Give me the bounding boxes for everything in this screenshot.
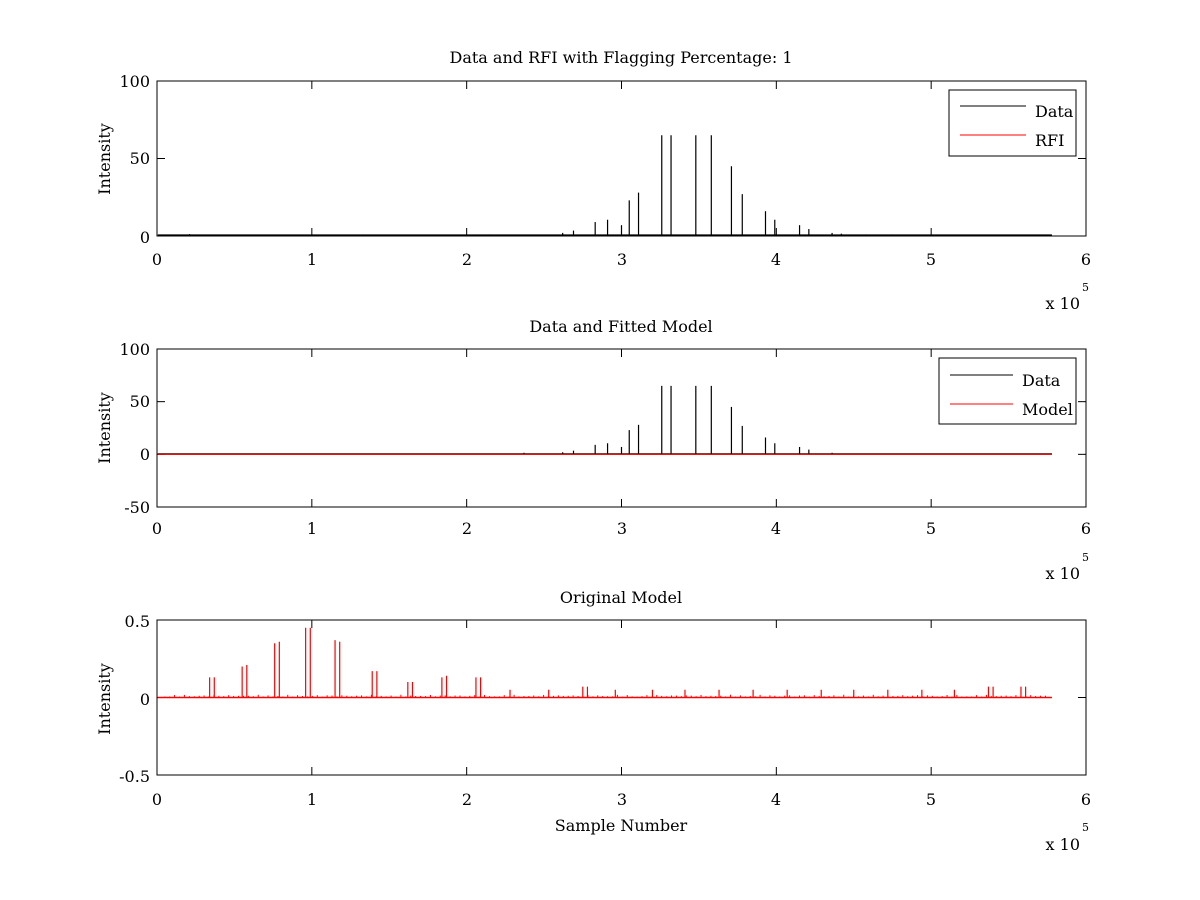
panel-3-axes-box: [156, 619, 1087, 776]
panel-1-title: Data and RFI with Flagging Percentage: 1: [449, 48, 792, 67]
x-tick-label: 1: [307, 790, 317, 809]
panel-3-ylabel: Intensity: [95, 663, 114, 735]
y-tick-label: 50: [130, 392, 150, 411]
panel-1-legend: Data RFI: [948, 89, 1077, 157]
legend-label-model: Model: [1022, 400, 1073, 419]
panel-3-xticks: 0 1 2 3 4 5 6: [152, 790, 1091, 809]
x-tick-label: 2: [462, 250, 472, 269]
panel-2-xticks: 0 1 2 3 4 5 6: [152, 519, 1091, 538]
x-tick-label: 6: [1081, 519, 1091, 538]
panel-2-ylabel: Intensity: [95, 392, 114, 464]
x-tick-label: 4: [771, 790, 781, 809]
panel-3-xlabel: Sample Number: [555, 816, 688, 835]
x-tick-label: 5: [926, 250, 936, 269]
y-tick-label: 50: [130, 149, 150, 168]
x-multiplier-exponent: 5: [1082, 551, 1089, 564]
legend-label-rfi: RFI: [1035, 131, 1064, 150]
x-tick-label: 3: [617, 250, 627, 269]
legend-label-data: Data: [1022, 371, 1061, 390]
panel-2-legend: Data Model: [938, 357, 1077, 425]
panel-3: Original Model Intensity Sample Number 0…: [95, 588, 1091, 854]
panel-3-yticks: -0.5 0 0.5: [119, 612, 150, 786]
x-tick-label: 0: [152, 790, 162, 809]
panel-1-xticks: 0 1 2 3 4 5 6: [152, 250, 1091, 269]
x-tick-label: 1: [307, 250, 317, 269]
y-tick-label: 0: [140, 690, 150, 709]
y-tick-label: 0: [140, 228, 150, 247]
x-tick-label: 4: [771, 250, 781, 269]
panel-3-title: Original Model: [560, 588, 682, 607]
panel-1: Data and RFI with Flagging Percentage: 1…: [95, 48, 1091, 313]
x-tick-label: 6: [1081, 790, 1091, 809]
x-tick-label: 3: [617, 519, 627, 538]
x-tick-label: 0: [152, 250, 162, 269]
y-tick-label: 0.5: [125, 612, 150, 631]
y-tick-label: 100: [119, 340, 150, 359]
x-tick-label: 2: [462, 790, 472, 809]
x-tick-label: 6: [1081, 250, 1091, 269]
x-multiplier-label: x 10: [1046, 564, 1080, 583]
panel-2-title: Data and Fitted Model: [529, 317, 712, 336]
x-multiplier-label: x 10: [1046, 294, 1080, 313]
panel-2-yticks: -50 0 50 100: [119, 340, 150, 517]
legend-box: [948, 89, 1077, 157]
panel-1-marks: [156, 80, 1087, 237]
x-multiplier-label: x 10: [1046, 835, 1080, 854]
panel-3-marks: [156, 619, 1087, 776]
x-multiplier-exponent: 5: [1082, 821, 1089, 834]
panel-1-axes-box: [156, 80, 1087, 237]
legend-label-data: Data: [1035, 102, 1074, 121]
y-tick-label: -0.5: [119, 767, 150, 786]
x-multiplier-exponent: 5: [1082, 281, 1089, 294]
x-tick-label: 4: [771, 519, 781, 538]
panel-2-axes-box: [156, 348, 1087, 508]
x-tick-label: 3: [617, 790, 627, 809]
panel-2: Data and Fitted Model Intensity 0 1 2 3 …: [95, 317, 1091, 583]
panel-2-x-multiplier: x 10 5: [1046, 551, 1089, 583]
panel-1-yticks: 0 50 100: [119, 72, 150, 247]
panel-2-marks: [156, 348, 1087, 508]
y-tick-label: 0: [140, 445, 150, 464]
x-tick-label: 2: [462, 519, 472, 538]
panel-1-ylabel: Intensity: [95, 123, 114, 195]
y-tick-label: 100: [119, 72, 150, 91]
panel-1-x-multiplier: x 10 5: [1046, 281, 1089, 313]
x-tick-label: 1: [307, 519, 317, 538]
x-tick-label: 5: [926, 790, 936, 809]
legend-box: [938, 357, 1077, 425]
x-tick-label: 5: [926, 519, 936, 538]
panel-3-x-multiplier: x 10 5: [1046, 821, 1089, 854]
x-tick-label: 0: [152, 519, 162, 538]
y-tick-label: -50: [124, 498, 150, 517]
